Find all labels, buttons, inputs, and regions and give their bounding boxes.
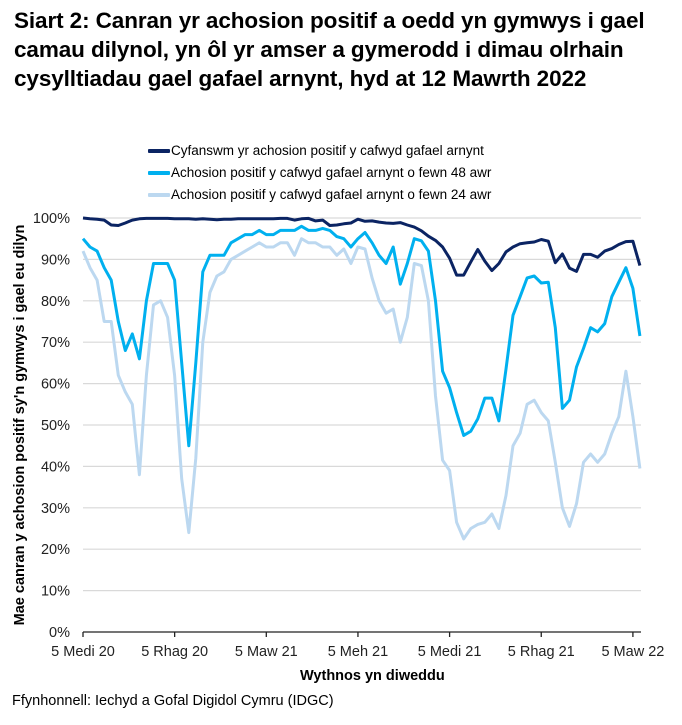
x-axis-label: Wythnos yn diweddu <box>300 668 445 684</box>
legend-item-total: Cyfanswm yr achosion positif y cafwyd ga… <box>148 140 491 162</box>
series-line-0 <box>82 216 642 277</box>
y-tick-label: 10% <box>41 584 70 600</box>
legend-item-48h: Achosion positif y cafwyd gafael arnynt … <box>148 162 491 184</box>
y-tick-label: 90% <box>41 252 70 268</box>
legend-label-total: Cyfanswm yr achosion positif y cafwyd ga… <box>171 143 484 158</box>
x-tick-label: 5 Maw 21 <box>235 644 298 660</box>
y-tick-label: 80% <box>41 294 70 310</box>
y-tick-label: 60% <box>41 377 70 393</box>
data-series <box>81 216 642 541</box>
x-tick-label: 5 Rhag 20 <box>141 644 208 660</box>
x-tick-label: 5 Medi 20 <box>51 644 115 660</box>
y-tick-label: 0% <box>49 625 70 641</box>
source-note: Ffynhonnell: Iechyd a Gofal Digidol Cymr… <box>12 693 334 709</box>
legend-label-48h: Achosion positif y cafwyd gafael arnynt … <box>171 165 492 180</box>
gridlines <box>83 217 641 592</box>
x-tick-label: 5 Maw 22 <box>601 644 664 660</box>
legend-item-24h: Achosion positif y cafwyd gafael arnynt … <box>148 184 491 206</box>
legend-swatch-24h <box>148 193 170 197</box>
y-tick-label: 40% <box>41 459 70 475</box>
y-tick-label: 50% <box>41 418 70 434</box>
x-tick-label: 5 Meh 21 <box>328 644 388 660</box>
series-line-2 <box>81 237 642 541</box>
y-axis-label: Mae canran y achosion positif sy'n gymwy… <box>12 224 28 626</box>
legend-swatch-total <box>148 149 170 153</box>
y-tick-label: 70% <box>41 335 70 351</box>
legend-swatch-48h <box>148 171 170 175</box>
series-line-1 <box>81 224 642 448</box>
chart-title: Siart 2: Canran yr achosion positif a oe… <box>14 8 645 91</box>
x-tick-label: 5 Medi 21 <box>418 644 482 660</box>
y-tick-label: 30% <box>41 501 70 517</box>
y-tick-label: 20% <box>41 542 70 558</box>
x-axis: 5 Medi 20 5 Rhag 20 5 Maw 21 5 Meh 21 5 Medi… <box>51 631 664 660</box>
y-axis-ticks: 0% 10% 20% 30% 40% 50% 60% 70% 80% 90% 100% <box>33 211 70 641</box>
legend-label-24h: Achosion positif y cafwyd gafael arnynt … <box>171 187 492 202</box>
legend: Cyfanswm yr achosion positif y cafwyd ga… <box>148 140 491 206</box>
x-tick-label: 5 Rhag 21 <box>508 644 575 660</box>
y-tick-label: 100% <box>33 211 70 227</box>
